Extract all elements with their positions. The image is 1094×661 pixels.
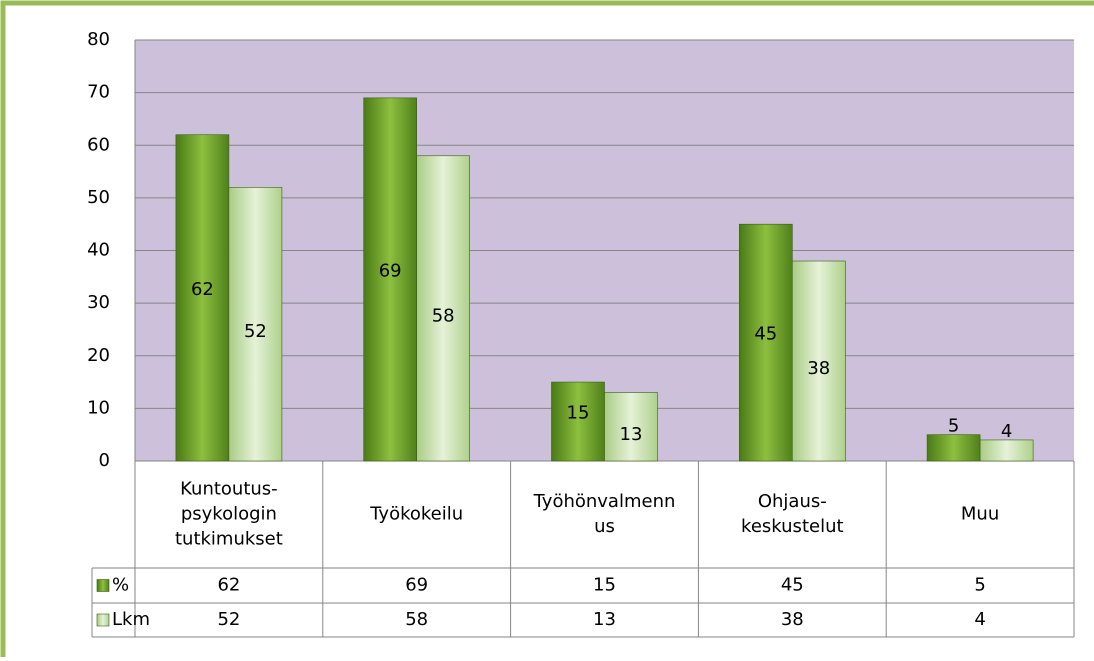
y-tick-label: 10 <box>87 397 110 418</box>
category-label: Kuntoutus-psykologin tutkimukset <box>175 479 283 550</box>
y-tick-label: 40 <box>87 240 110 261</box>
legend-label: Lkm <box>112 609 150 630</box>
y-tick-label: 20 <box>87 345 110 366</box>
y-tick-label: 50 <box>87 187 110 208</box>
legend-key <box>96 613 110 627</box>
data-label: 58 <box>432 305 455 326</box>
data-label: 69 <box>379 260 402 281</box>
data-label: 13 <box>620 424 643 445</box>
y-tick-label: 80 <box>87 29 110 50</box>
table-value: 13 <box>593 609 616 630</box>
data-label: 38 <box>807 358 830 379</box>
table-value: 45 <box>781 575 804 596</box>
bar <box>363 97 418 462</box>
table-value: 69 <box>405 575 428 596</box>
data-label: 5 <box>948 416 959 437</box>
data-label: 62 <box>191 279 214 300</box>
table-value: 62 <box>217 575 240 596</box>
data-label: 15 <box>567 403 590 424</box>
y-tick-label: 30 <box>87 292 110 313</box>
bar <box>175 134 230 462</box>
table-value: 58 <box>405 609 428 630</box>
category-label: Ohjaus-keskustelut <box>741 491 844 537</box>
y-tick-label: 0 <box>99 450 110 471</box>
table-value: 5 <box>974 575 985 596</box>
data-label: 4 <box>1001 421 1012 442</box>
category-label: Työkokeilu <box>369 504 463 525</box>
table-value: 38 <box>781 609 804 630</box>
category-label: Työhönvalmenn us <box>533 491 676 537</box>
bar <box>979 439 1034 462</box>
legend-label: % <box>112 575 129 596</box>
y-tick-label: 60 <box>87 134 110 155</box>
bar <box>604 392 658 462</box>
data-label: 45 <box>754 324 777 345</box>
bar <box>551 381 605 462</box>
bar <box>228 187 283 462</box>
legend-key <box>96 579 110 592</box>
category-label: Muu <box>961 504 999 525</box>
bar <box>416 155 471 462</box>
y-tick-label: 70 <box>87 82 110 103</box>
table-value: 15 <box>593 575 616 596</box>
table-value: 52 <box>217 609 240 630</box>
bar <box>791 260 846 462</box>
table-value: 4 <box>974 609 985 630</box>
bar <box>738 223 793 462</box>
data-label: 52 <box>244 321 267 342</box>
bar <box>926 434 981 462</box>
